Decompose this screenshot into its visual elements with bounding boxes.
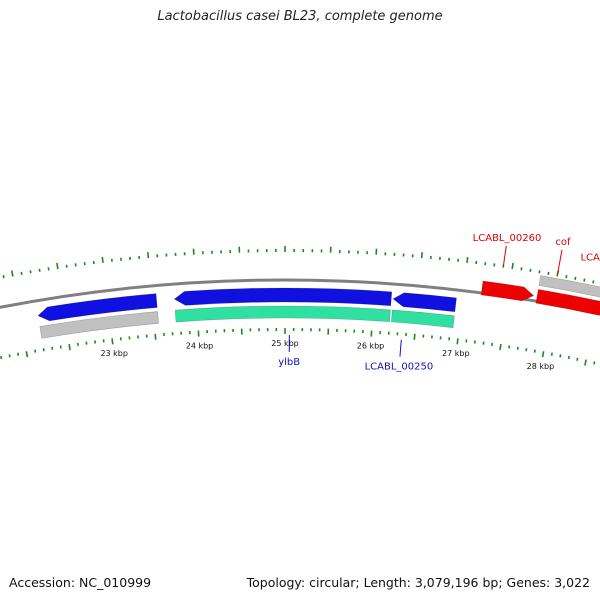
outer-tick [20, 271, 23, 275]
gene-label-lcabl_00280: LCABL_00280 [580, 252, 600, 263]
outer-tick [2, 274, 5, 279]
feature-cds-6[interactable] [480, 280, 535, 302]
inner-tick [559, 354, 562, 358]
feature-rrna-5[interactable] [391, 309, 455, 329]
gene-labels: ylbB LCABL_00250 LCABL_00260 cof LCABL_00280 [278, 233, 600, 373]
inner-tick [25, 351, 29, 358]
outer-tick [10, 270, 14, 277]
inner-tick [499, 344, 502, 351]
outer-tick [583, 278, 586, 282]
inner-tick [456, 338, 459, 345]
gene-label-ylbb: ylbB [278, 357, 300, 368]
gene-label-lcabl_00250: LCABL_00250 [365, 362, 434, 373]
genome-backbone [0, 278, 600, 316]
kbp-label-27: 27 kbp [442, 349, 470, 358]
kbp-label-25: 25 kbp [271, 339, 299, 348]
inner-tick [0, 355, 3, 360]
kbp-label-24: 24 kbp [186, 342, 214, 351]
outer-tick [511, 262, 514, 270]
map-title: Lactobacillus casei BL23, complete genom… [157, 9, 443, 24]
outer-tick [592, 280, 595, 284]
inner-tick [413, 333, 416, 340]
gene-label-lcabl_00260: LCABL_00260 [473, 233, 542, 244]
kbp-label-28: 28 kbp [527, 362, 555, 371]
inner-tick [111, 338, 114, 345]
inner-tick [8, 354, 11, 358]
gene-label-cof: cof [555, 237, 571, 248]
inner-tick [34, 349, 37, 353]
outer-tick [147, 252, 150, 259]
kbp-label-26: 26 kbp [357, 342, 385, 351]
outer-tick [101, 256, 104, 263]
genome-stats: Topology: circular; Length: 3,079,196 bp… [246, 575, 590, 590]
feature-gene-1[interactable] [39, 311, 159, 339]
inner-tick [576, 357, 579, 361]
inner-tick [541, 351, 545, 358]
feature-rrna-4[interactable] [174, 305, 391, 323]
backbone-arc [0, 278, 600, 316]
outer-tick [466, 256, 469, 263]
inner-tick [550, 352, 553, 356]
feature-cds-2[interactable] [173, 287, 393, 307]
outer-tick [420, 252, 423, 259]
kbp-label-23: 23 kbp [100, 349, 128, 358]
outer-tick [547, 271, 550, 275]
outer-tick [565, 274, 568, 279]
inner-tick [567, 355, 570, 360]
feature-cds-3[interactable] [392, 292, 457, 313]
inner-tick [68, 344, 71, 351]
outer-tick [56, 262, 59, 270]
inner-tick [533, 349, 536, 353]
feature-track[interactable] [37, 275, 600, 339]
accession-text: Accession: NC_010999 [9, 575, 152, 590]
inner-tick [593, 361, 596, 365]
feature-cds-0[interactable] [37, 293, 158, 322]
leader-line-3 [557, 249, 563, 275]
inner-tick [17, 352, 20, 356]
leader-line-1 [399, 339, 402, 357]
outer-tick [574, 276, 577, 280]
feature-gene-7[interactable] [538, 275, 600, 300]
feature-cds-8[interactable] [535, 289, 600, 316]
inner-tick [584, 359, 587, 366]
inner-tick [154, 333, 157, 340]
outer-minor-ticks [2, 246, 595, 284]
leader-line-2 [502, 245, 507, 266]
